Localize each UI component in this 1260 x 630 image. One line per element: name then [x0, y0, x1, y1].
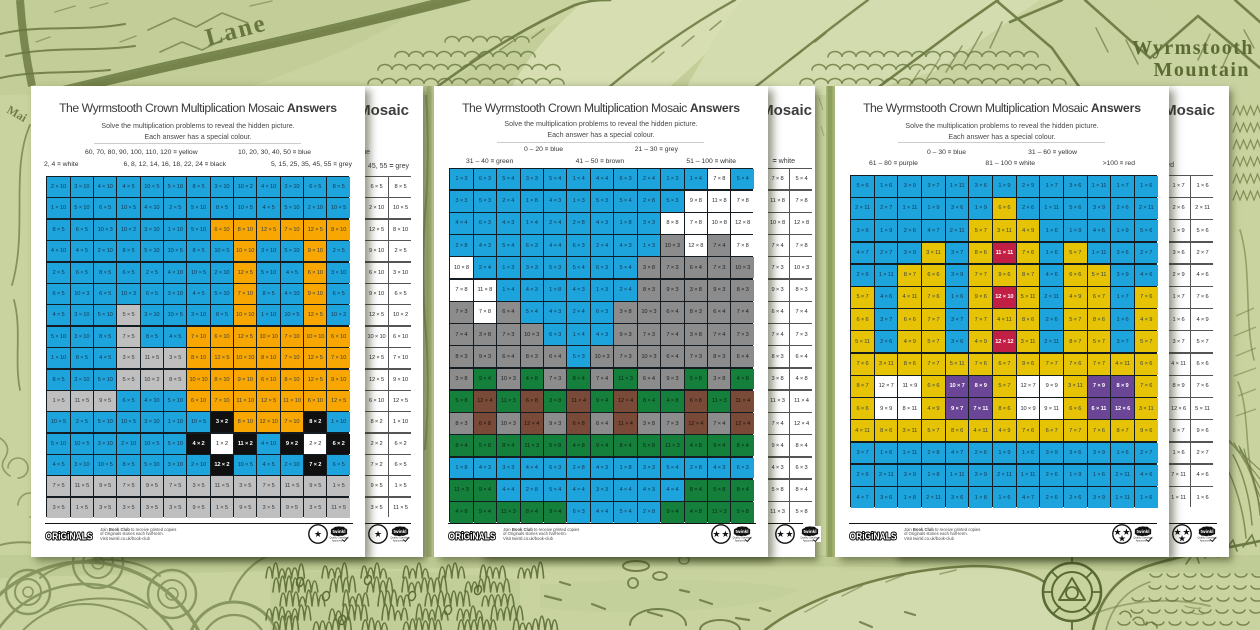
svg-text:Approved: Approved: [803, 539, 814, 542]
svg-text:ORiGiNALS: ORiGiNALS: [449, 531, 496, 542]
svg-text:Approved: Approved: [735, 539, 746, 542]
svg-text:twinkl: twinkl: [393, 529, 406, 534]
svg-text:Quality Standard: Quality Standard: [329, 535, 349, 539]
svg-text:twinkl: twinkl: [332, 529, 345, 534]
svg-text:Mountain: Mountain: [1154, 59, 1250, 81]
svg-text:Approved: Approved: [393, 539, 404, 542]
svg-text:twinkl: twinkl: [1136, 529, 1149, 534]
svg-text:★: ★: [313, 529, 321, 539]
svg-text:★: ★: [1113, 527, 1121, 537]
svg-text:★: ★: [712, 528, 720, 538]
svg-text:★: ★: [776, 528, 784, 538]
svg-text:Approved: Approved: [1136, 539, 1147, 542]
svg-text:twinkl: twinkl: [803, 529, 816, 534]
svg-text:★: ★: [1182, 527, 1190, 537]
svg-text:Quality Standard: Quality Standard: [800, 535, 820, 539]
svg-text:Approved: Approved: [332, 539, 343, 542]
svg-text:Quality Standard: Quality Standard: [1133, 535, 1153, 539]
svg-text:★: ★: [1174, 527, 1182, 537]
svg-text:twinkl: twinkl: [735, 529, 748, 534]
svg-text:ORiGiNALS: ORiGiNALS: [46, 531, 93, 542]
svg-text:Approved: Approved: [1200, 539, 1211, 542]
svg-text:ORiGiNALS: ORiGiNALS: [850, 531, 897, 542]
svg-text:Quality Standard: Quality Standard: [390, 535, 410, 539]
svg-text:Quality Standard: Quality Standard: [732, 535, 752, 539]
svg-text:★: ★: [721, 528, 729, 538]
svg-text:★: ★: [1122, 527, 1130, 537]
svg-text:★: ★: [1178, 533, 1186, 543]
svg-text:★: ★: [1117, 533, 1125, 543]
svg-text:★: ★: [373, 529, 381, 539]
svg-text:Quality Standard: Quality Standard: [1197, 535, 1217, 539]
svg-text:twinkl: twinkl: [1200, 529, 1213, 534]
svg-text:Wyrmstooth: Wyrmstooth: [1132, 37, 1254, 59]
svg-text:★: ★: [785, 528, 793, 538]
